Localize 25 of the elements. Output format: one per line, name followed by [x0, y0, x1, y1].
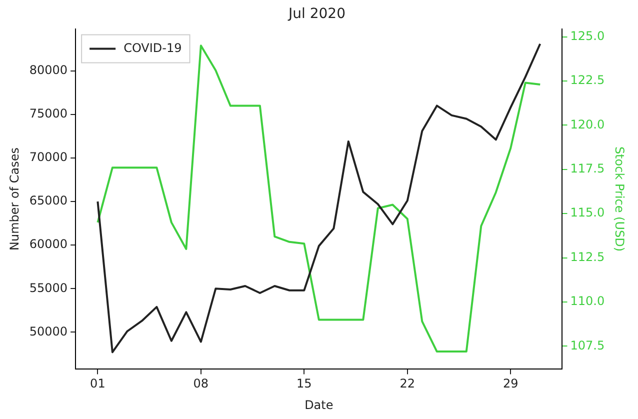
y-tick-label: 60000 — [29, 237, 68, 252]
y2-tick-label: 125.0 — [570, 28, 605, 43]
y-tick-label: 50000 — [29, 324, 68, 338]
x-tick-label: 22 — [400, 376, 416, 391]
y-axis-title: Number of Cases — [7, 147, 22, 251]
y2-axis-title: Stock Price (USD) — [612, 146, 627, 252]
y-tick-label: 65000 — [29, 194, 68, 208]
y2-tick-label: 117.5 — [570, 162, 605, 176]
y2-tick-label: 122.5 — [570, 73, 605, 88]
y-tick-label: 75000 — [29, 106, 68, 121]
x-tick-label: 15 — [296, 376, 312, 391]
legend-label: COVID-19 — [124, 40, 182, 55]
y2-tick-label: 112.5 — [570, 250, 605, 264]
x-tick-label: 01 — [90, 376, 106, 391]
y2-tick-label: 115.0 — [570, 206, 605, 220]
chart-title: Jul 2020 — [288, 6, 346, 22]
y2-tick-label: 120.0 — [570, 117, 605, 132]
y-tick-label: 80000 — [29, 62, 68, 77]
x-axis-title: Date — [304, 398, 334, 412]
x-tick-label: 29 — [502, 376, 518, 391]
y2-tick-label: 110.0 — [570, 294, 605, 308]
x-tick-label: 08 — [193, 376, 209, 391]
y2-tick-label: 107.5 — [570, 338, 605, 352]
y-tick-label: 55000 — [29, 280, 68, 295]
y-tick-label: 70000 — [29, 150, 68, 164]
